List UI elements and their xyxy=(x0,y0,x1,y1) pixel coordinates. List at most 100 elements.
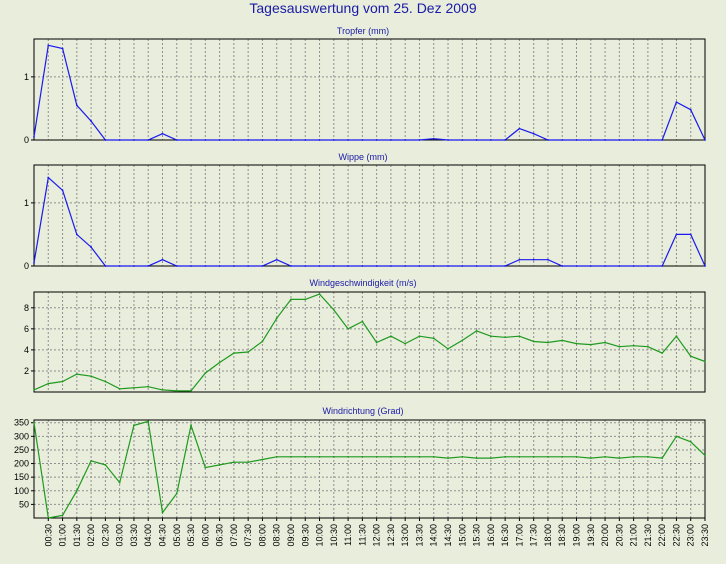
data-point xyxy=(232,139,235,141)
data-point xyxy=(118,481,121,484)
data-point xyxy=(475,457,478,460)
data-point xyxy=(33,388,35,391)
data-point xyxy=(175,492,178,495)
data-point xyxy=(489,265,492,267)
data-point xyxy=(518,335,521,338)
x-tick-label: 23:30 xyxy=(700,524,710,547)
data-point xyxy=(204,265,207,267)
data-point xyxy=(147,265,150,267)
x-tick-label: 21:30 xyxy=(643,524,653,547)
data-point xyxy=(375,265,378,267)
page-title: Tagesauswertung vom 25. Dez 2009 xyxy=(249,0,477,16)
data-point xyxy=(575,455,578,458)
x-tick-label: 07:30 xyxy=(243,524,253,547)
data-point xyxy=(75,489,78,492)
data-point xyxy=(347,455,349,458)
data-point xyxy=(447,139,449,141)
data-point xyxy=(604,265,606,267)
data-point xyxy=(589,343,592,346)
x-tick-label: 08:00 xyxy=(257,524,267,547)
y-tick-label: 8 xyxy=(24,303,29,313)
x-tick-label: 06:30 xyxy=(215,524,225,547)
data-point xyxy=(118,139,121,141)
data-point xyxy=(518,455,521,458)
x-tick-label: 19:00 xyxy=(572,524,582,547)
series-line xyxy=(33,176,706,267)
data-point xyxy=(247,461,250,464)
data-point xyxy=(461,265,464,267)
x-tick-label: 23:00 xyxy=(686,524,696,547)
data-point xyxy=(133,386,135,389)
x-tick-label: 04:30 xyxy=(157,524,167,547)
data-point xyxy=(104,139,107,141)
plot-frame xyxy=(33,164,706,267)
data-point xyxy=(532,258,535,261)
data-point xyxy=(361,265,364,267)
data-point xyxy=(390,139,392,141)
data-point xyxy=(75,233,78,236)
data-point xyxy=(575,139,578,141)
data-point xyxy=(547,258,549,261)
data-point xyxy=(589,265,592,267)
data-point xyxy=(404,139,407,141)
panel-title-windrichtung: Windrichtung (Grad) xyxy=(322,406,404,416)
data-point xyxy=(518,258,521,261)
data-point xyxy=(304,265,307,267)
data-point xyxy=(489,457,492,460)
x-tick-label: 06:00 xyxy=(200,524,210,547)
x-tick-label: 02:30 xyxy=(100,524,110,547)
x-tick-label: 16:30 xyxy=(500,524,510,547)
data-point xyxy=(232,265,235,267)
x-tick-label: 01:30 xyxy=(72,524,82,547)
data-point xyxy=(461,339,464,342)
data-point xyxy=(33,135,35,138)
data-point xyxy=(489,335,492,338)
data-point xyxy=(418,265,421,267)
data-point xyxy=(75,104,78,107)
x-tick-label: 14:00 xyxy=(429,524,439,547)
data-point xyxy=(204,466,207,469)
x-tick-label: 11:00 xyxy=(343,524,353,546)
data-point xyxy=(632,139,635,141)
data-point xyxy=(318,293,321,296)
data-point xyxy=(646,139,649,141)
data-point xyxy=(504,139,507,141)
data-point xyxy=(589,457,592,460)
data-point xyxy=(390,335,392,338)
data-point xyxy=(175,139,178,141)
data-point xyxy=(332,308,335,311)
data-point xyxy=(290,139,292,141)
data-point xyxy=(575,265,578,267)
data-point xyxy=(547,341,549,344)
data-point xyxy=(375,455,378,458)
data-point xyxy=(190,390,192,392)
data-point xyxy=(575,342,578,345)
data-point xyxy=(661,265,664,267)
data-point xyxy=(361,455,364,458)
data-point xyxy=(275,317,278,320)
data-point xyxy=(704,360,706,363)
x-tick-label: 13:30 xyxy=(414,524,424,547)
data-point xyxy=(33,421,35,424)
y-tick-label: 1 xyxy=(24,72,29,82)
data-point xyxy=(332,455,335,458)
data-point xyxy=(347,265,349,267)
plot-frame xyxy=(33,38,706,141)
data-point xyxy=(561,339,564,342)
data-point xyxy=(604,455,606,458)
x-tick-label: 18:00 xyxy=(543,524,553,547)
data-point xyxy=(332,139,335,141)
data-point xyxy=(147,420,150,423)
data-point xyxy=(589,139,592,141)
data-point xyxy=(632,344,635,347)
y-tick-label: 50 xyxy=(19,499,29,509)
panel-title-windgeschwindigkeit: Windgeschwindigkeit (m/s) xyxy=(309,278,417,288)
x-tick-label: 13:00 xyxy=(400,524,410,547)
y-tick-label: 2 xyxy=(24,366,29,376)
series-line xyxy=(33,420,706,519)
data-point xyxy=(161,258,164,261)
x-tick-label: 16:00 xyxy=(486,524,496,547)
data-point xyxy=(375,341,378,344)
x-tick-label: 09:30 xyxy=(300,524,310,547)
data-point xyxy=(675,335,678,338)
